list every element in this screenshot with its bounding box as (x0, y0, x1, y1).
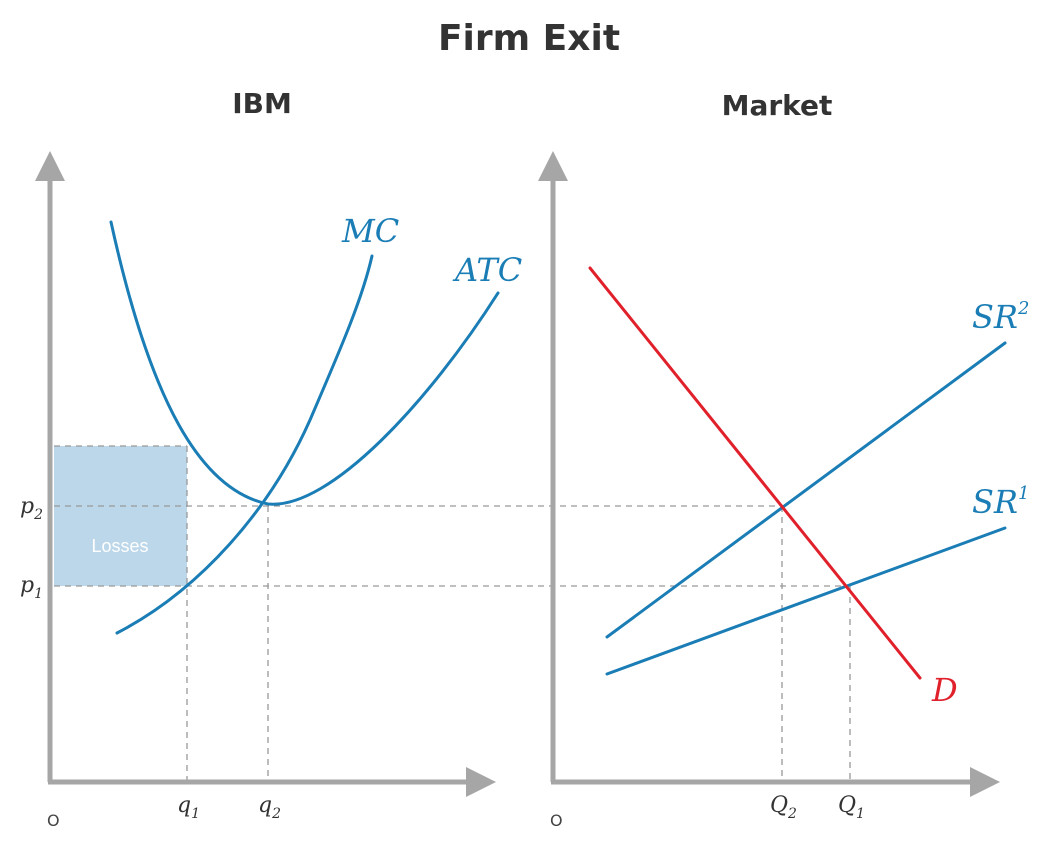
firm-panel: IBM Losses MC ATC O p2 p1 q1 q2 (20, 87, 850, 830)
mc-curve (115, 254, 374, 635)
mc-label: MC (341, 212, 399, 250)
Q1-label: Q1 (838, 793, 865, 822)
atc-curve (109, 220, 500, 506)
firm-panel-title: IBM (232, 87, 292, 120)
demand-label: D (931, 671, 958, 709)
firm-origin-label: O (47, 811, 60, 830)
sr2-curve (605, 341, 1007, 639)
p2-label: p2 (20, 494, 43, 523)
losses-label: Losses (91, 536, 148, 556)
q1-label: q1 (177, 793, 200, 822)
q2-label: q2 (258, 793, 281, 822)
market-panel-title: Market (722, 89, 833, 122)
losses-region (54, 446, 187, 586)
market-panel: Market SR2 SR1 D O Q2 Q1 (538, 89, 1029, 830)
sr1-label: SR1 (972, 483, 1029, 521)
sr1-curve (605, 526, 1007, 676)
sr2-label: SR2 (972, 298, 1029, 336)
atc-label: ATC (452, 251, 522, 289)
Q2-label: Q2 (770, 793, 797, 822)
diagram-title: Firm Exit (438, 18, 620, 59)
p1-label: p1 (20, 573, 43, 602)
demand-curve (588, 266, 922, 680)
market-origin-label: O (550, 811, 563, 830)
